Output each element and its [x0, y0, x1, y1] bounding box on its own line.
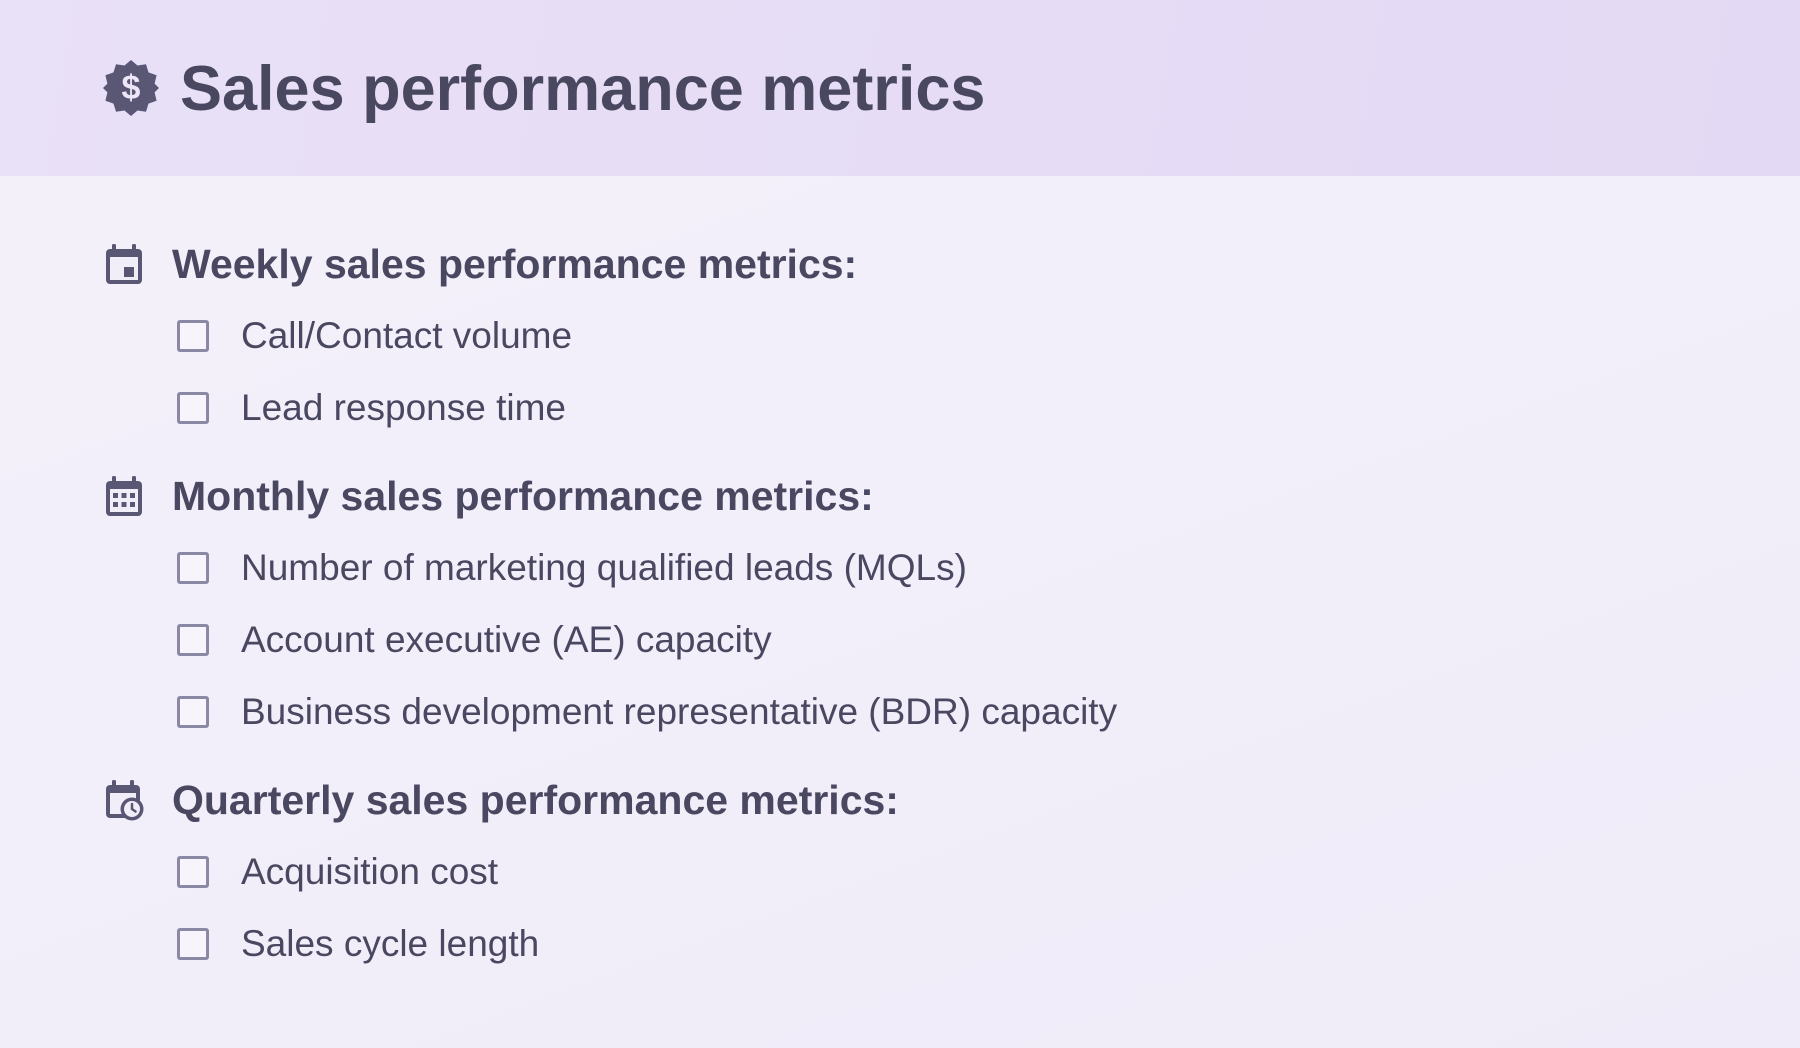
- todo-checkbox[interactable]: [177, 552, 209, 584]
- todo-label: Number of marketing qualified leads (MQL…: [241, 547, 967, 588]
- page-title: Sales performance metrics: [180, 54, 986, 124]
- calendar-clock-icon: [106, 780, 144, 821]
- todo-label: Account executive (AE) capacity: [241, 619, 772, 660]
- section-heading-weekly: Weekly sales performance metrics:: [104, 239, 857, 289]
- todo-item: Account executive (AE) capacity: [177, 615, 772, 665]
- todo-checkbox[interactable]: [177, 856, 209, 888]
- todo-item: Acquisition cost: [177, 847, 498, 897]
- section-title: Monthly sales performance metrics:: [172, 472, 874, 519]
- calendar-grid-icon: [106, 476, 142, 516]
- section-heading-quarterly: Quarterly sales performance metrics:: [104, 775, 899, 825]
- todo-checkbox[interactable]: [177, 320, 209, 352]
- dollar-badge-icon: $: [103, 60, 159, 116]
- todo-checkbox[interactable]: [177, 624, 209, 656]
- todo-label: Call/Contact volume: [241, 315, 573, 356]
- section-heading-monthly: Monthly sales performance metrics:: [104, 471, 874, 521]
- todo-item: Number of marketing qualified leads (MQL…: [177, 543, 967, 593]
- section-title: Quarterly sales performance metrics:: [172, 776, 899, 823]
- section-title: Weekly sales performance metrics:: [172, 240, 858, 287]
- todo-item: Call/Contact volume: [177, 311, 572, 361]
- todo-checkbox[interactable]: [177, 696, 209, 728]
- calendar-event-icon: [106, 244, 142, 284]
- todo-item: Business development representative (BDR…: [177, 687, 1117, 737]
- svg-text:$: $: [122, 69, 141, 107]
- todo-item: Lead response time: [177, 383, 566, 433]
- todo-label: Business development representative (BDR…: [241, 691, 1118, 732]
- todo-item: Sales cycle length: [177, 919, 539, 969]
- todo-label: Lead response time: [241, 387, 566, 428]
- todo-checkbox[interactable]: [177, 392, 209, 424]
- todo-checkbox[interactable]: [177, 928, 209, 960]
- todo-label: Acquisition cost: [241, 851, 499, 892]
- page-header: $ Sales performance metrics: [0, 0, 1800, 176]
- todo-label: Sales cycle length: [241, 923, 540, 964]
